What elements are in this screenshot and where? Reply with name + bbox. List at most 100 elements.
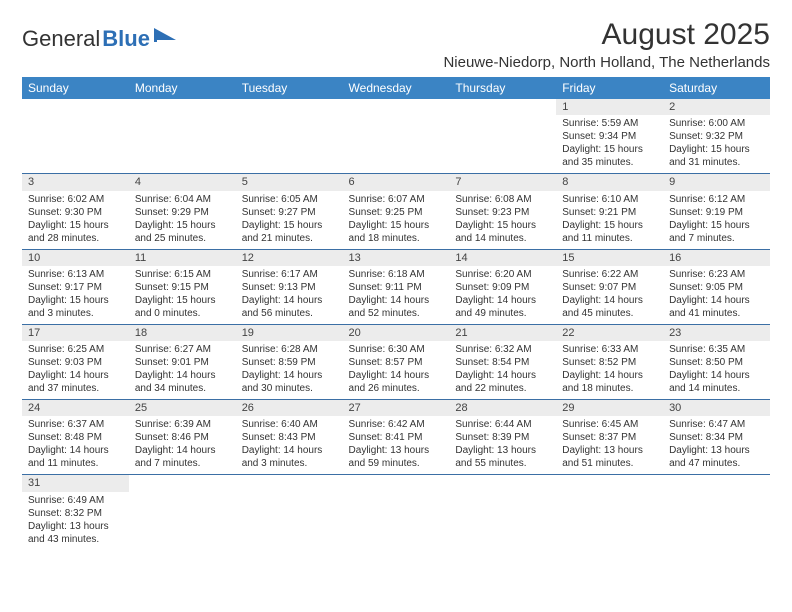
calendar-cell: 4Sunrise: 6:04 AMSunset: 9:29 PMDaylight…: [129, 174, 236, 249]
calendar-cell-empty: [449, 99, 556, 174]
calendar-row: 3Sunrise: 6:02 AMSunset: 9:30 PMDaylight…: [22, 174, 770, 249]
daylight-text: Daylight: 13 hours and 47 minutes.: [669, 444, 764, 470]
sunrise-text: Sunrise: 6:28 AM: [242, 343, 337, 356]
cell-body: Sunrise: 6:40 AMSunset: 8:43 PMDaylight:…: [236, 416, 343, 474]
calendar-cell-empty: [129, 99, 236, 174]
sunset-text: Sunset: 9:25 PM: [349, 206, 444, 219]
sunset-text: Sunset: 8:34 PM: [669, 431, 764, 444]
calendar-body: 1Sunrise: 5:59 AMSunset: 9:34 PMDaylight…: [22, 99, 770, 550]
calendar-cell-empty: [556, 475, 663, 550]
calendar-cell-empty: [449, 475, 556, 550]
daylight-text: Daylight: 14 hours and 52 minutes.: [349, 294, 444, 320]
sunrise-text: Sunrise: 6:08 AM: [455, 193, 550, 206]
sunset-text: Sunset: 9:17 PM: [28, 281, 123, 294]
calendar-table: SundayMondayTuesdayWednesdayThursdayFrid…: [22, 77, 770, 550]
calendar-cell-empty: [236, 475, 343, 550]
cell-body: Sunrise: 6:39 AMSunset: 8:46 PMDaylight:…: [129, 416, 236, 474]
calendar-cell: 27Sunrise: 6:42 AMSunset: 8:41 PMDayligh…: [343, 400, 450, 475]
calendar-cell: 17Sunrise: 6:25 AMSunset: 9:03 PMDayligh…: [22, 324, 129, 399]
day-number: 27: [343, 400, 450, 416]
day-number: 12: [236, 250, 343, 266]
daylight-text: Daylight: 14 hours and 34 minutes.: [135, 369, 230, 395]
daylight-text: Daylight: 14 hours and 41 minutes.: [669, 294, 764, 320]
calendar-cell: 1Sunrise: 5:59 AMSunset: 9:34 PMDaylight…: [556, 99, 663, 174]
day-number: 13: [343, 250, 450, 266]
sunset-text: Sunset: 8:50 PM: [669, 356, 764, 369]
sunrise-text: Sunrise: 6:39 AM: [135, 418, 230, 431]
cell-body: Sunrise: 6:27 AMSunset: 9:01 PMDaylight:…: [129, 341, 236, 399]
calendar-page: GeneralBlue August 2025 Nieuwe-Niedorp, …: [0, 0, 792, 568]
day-number: 4: [129, 174, 236, 190]
calendar-cell: 21Sunrise: 6:32 AMSunset: 8:54 PMDayligh…: [449, 324, 556, 399]
day-number: 21: [449, 325, 556, 341]
calendar-cell: 8Sunrise: 6:10 AMSunset: 9:21 PMDaylight…: [556, 174, 663, 249]
daylight-text: Daylight: 15 hours and 28 minutes.: [28, 219, 123, 245]
sunset-text: Sunset: 8:57 PM: [349, 356, 444, 369]
calendar-cell: 28Sunrise: 6:44 AMSunset: 8:39 PMDayligh…: [449, 400, 556, 475]
day-number: 23: [663, 325, 770, 341]
calendar-cell: 30Sunrise: 6:47 AMSunset: 8:34 PMDayligh…: [663, 400, 770, 475]
calendar-cell: 22Sunrise: 6:33 AMSunset: 8:52 PMDayligh…: [556, 324, 663, 399]
column-header: Wednesday: [343, 77, 450, 99]
day-number: 18: [129, 325, 236, 341]
daylight-text: Daylight: 15 hours and 31 minutes.: [669, 143, 764, 169]
calendar-row: 31Sunrise: 6:49 AMSunset: 8:32 PMDayligh…: [22, 475, 770, 550]
sunrise-text: Sunrise: 6:12 AM: [669, 193, 764, 206]
day-number: 20: [343, 325, 450, 341]
sunrise-text: Sunrise: 6:15 AM: [135, 268, 230, 281]
sunset-text: Sunset: 8:59 PM: [242, 356, 337, 369]
calendar-cell-empty: [22, 99, 129, 174]
cell-body: Sunrise: 6:30 AMSunset: 8:57 PMDaylight:…: [343, 341, 450, 399]
sunset-text: Sunset: 9:23 PM: [455, 206, 550, 219]
daylight-text: Daylight: 15 hours and 7 minutes.: [669, 219, 764, 245]
calendar-cell: 26Sunrise: 6:40 AMSunset: 8:43 PMDayligh…: [236, 400, 343, 475]
day-number: 14: [449, 250, 556, 266]
column-header: Friday: [556, 77, 663, 99]
cell-body: Sunrise: 6:05 AMSunset: 9:27 PMDaylight:…: [236, 191, 343, 249]
sunrise-text: Sunrise: 5:59 AM: [562, 117, 657, 130]
daylight-text: Daylight: 15 hours and 11 minutes.: [562, 219, 657, 245]
sunrise-text: Sunrise: 6:04 AM: [135, 193, 230, 206]
day-number: 24: [22, 400, 129, 416]
cell-body: Sunrise: 6:17 AMSunset: 9:13 PMDaylight:…: [236, 266, 343, 324]
daylight-text: Daylight: 15 hours and 25 minutes.: [135, 219, 230, 245]
day-number: 30: [663, 400, 770, 416]
calendar-row: 24Sunrise: 6:37 AMSunset: 8:48 PMDayligh…: [22, 400, 770, 475]
calendar-cell: 3Sunrise: 6:02 AMSunset: 9:30 PMDaylight…: [22, 174, 129, 249]
day-number: 9: [663, 174, 770, 190]
cell-body: Sunrise: 6:00 AMSunset: 9:32 PMDaylight:…: [663, 115, 770, 173]
day-number: 2: [663, 99, 770, 115]
cell-body: Sunrise: 6:37 AMSunset: 8:48 PMDaylight:…: [22, 416, 129, 474]
sunset-text: Sunset: 9:09 PM: [455, 281, 550, 294]
daylight-text: Daylight: 15 hours and 3 minutes.: [28, 294, 123, 320]
title-block: August 2025 Nieuwe-Niedorp, North Hollan…: [443, 18, 770, 71]
calendar-head: SundayMondayTuesdayWednesdayThursdayFrid…: [22, 77, 770, 99]
daylight-text: Daylight: 13 hours and 51 minutes.: [562, 444, 657, 470]
day-number: 17: [22, 325, 129, 341]
column-header: Thursday: [449, 77, 556, 99]
calendar-row: 17Sunrise: 6:25 AMSunset: 9:03 PMDayligh…: [22, 324, 770, 399]
sunset-text: Sunset: 9:15 PM: [135, 281, 230, 294]
sunrise-text: Sunrise: 6:37 AM: [28, 418, 123, 431]
location: Nieuwe-Niedorp, North Holland, The Nethe…: [443, 54, 770, 71]
header: GeneralBlue August 2025 Nieuwe-Niedorp, …: [22, 18, 770, 71]
sunset-text: Sunset: 8:41 PM: [349, 431, 444, 444]
day-number: 3: [22, 174, 129, 190]
day-number: 15: [556, 250, 663, 266]
cell-body: Sunrise: 6:33 AMSunset: 8:52 PMDaylight:…: [556, 341, 663, 399]
daylight-text: Daylight: 15 hours and 35 minutes.: [562, 143, 657, 169]
cell-body: Sunrise: 6:02 AMSunset: 9:30 PMDaylight:…: [22, 191, 129, 249]
day-number: 29: [556, 400, 663, 416]
sunrise-text: Sunrise: 6:35 AM: [669, 343, 764, 356]
sunset-text: Sunset: 9:07 PM: [562, 281, 657, 294]
calendar-cell: 19Sunrise: 6:28 AMSunset: 8:59 PMDayligh…: [236, 324, 343, 399]
calendar-cell: 18Sunrise: 6:27 AMSunset: 9:01 PMDayligh…: [129, 324, 236, 399]
daylight-text: Daylight: 14 hours and 45 minutes.: [562, 294, 657, 320]
daylight-text: Daylight: 15 hours and 0 minutes.: [135, 294, 230, 320]
cell-body: Sunrise: 6:07 AMSunset: 9:25 PMDaylight:…: [343, 191, 450, 249]
daylight-text: Daylight: 14 hours and 7 minutes.: [135, 444, 230, 470]
daylight-text: Daylight: 14 hours and 49 minutes.: [455, 294, 550, 320]
calendar-row: 1Sunrise: 5:59 AMSunset: 9:34 PMDaylight…: [22, 99, 770, 174]
day-number: 11: [129, 250, 236, 266]
calendar-cell-empty: [343, 99, 450, 174]
